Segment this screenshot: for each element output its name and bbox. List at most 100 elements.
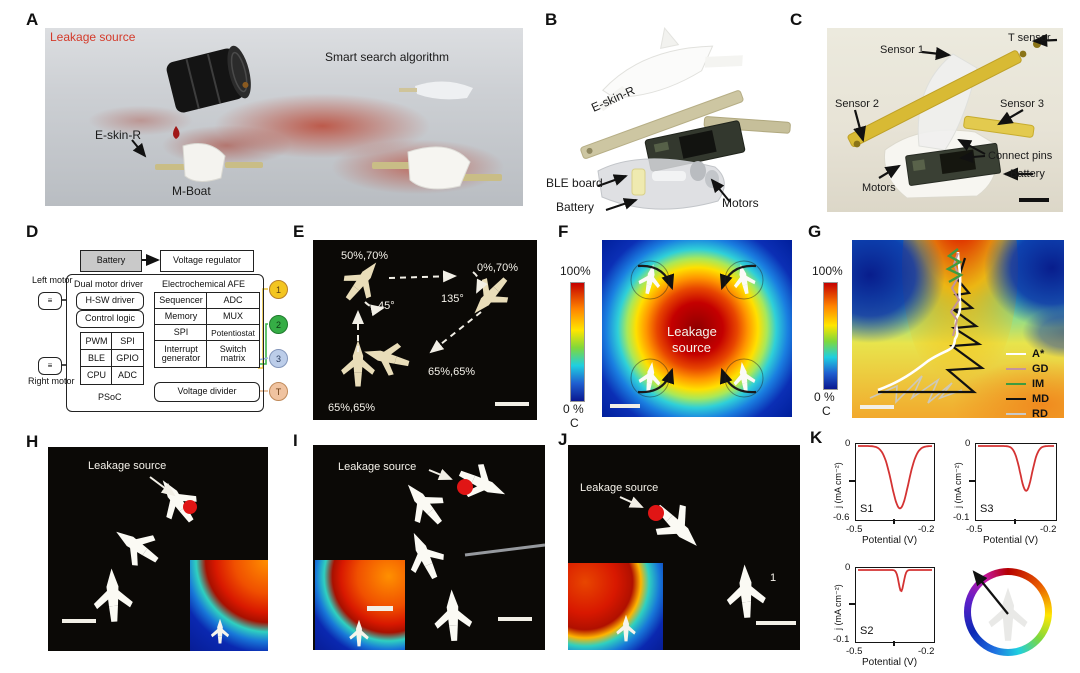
- panel-j-inset: [568, 563, 663, 650]
- d-hsw-box: H-SW driver: [76, 292, 144, 310]
- panel-f-art: [610, 260, 764, 408]
- panel-a-overlay: [131, 45, 502, 190]
- k-s1-title: S1: [860, 503, 874, 515]
- g-legend-label: RD: [1032, 408, 1048, 420]
- panel-g-colorbar: [823, 282, 838, 390]
- panel-f-leakage-line2: source: [672, 340, 712, 355]
- g-legend: A* GD IM MD RD: [1006, 348, 1049, 420]
- d-intr-box: Interrupt generator: [154, 340, 208, 368]
- k-s3-ytick-top: 0: [965, 438, 971, 449]
- d-battery-box: Battery: [80, 250, 142, 272]
- g-legend-swatch: [1006, 352, 1026, 356]
- panel-g-tag: G: [808, 222, 822, 241]
- k-s1-ytickmark: [849, 480, 855, 482]
- k-s3-xtickmark: [1014, 519, 1016, 524]
- k-wheel-art: [972, 570, 1028, 641]
- k-plot-s3-box: [975, 443, 1057, 521]
- d-afe-title: Electrochemical AFE: [162, 279, 246, 289]
- panel-h-inset: [190, 560, 268, 651]
- panel-h-tag: H: [26, 432, 39, 451]
- panel-e-pct-tr: 0%,70%: [477, 262, 518, 274]
- panel-f-heatmap: [602, 240, 792, 417]
- k-s2-xtick-right: -0.2: [918, 646, 935, 657]
- g-legend-swatch: [1006, 382, 1026, 386]
- panel-i-scalebar: [498, 617, 532, 621]
- panel-f-colorbar: [570, 282, 585, 402]
- panel-j-scalebar: [756, 621, 796, 625]
- curve-S1: [858, 445, 933, 510]
- panel-b-motors-label: Motors: [722, 196, 759, 210]
- k-s3-xtick-left: -0.5: [966, 524, 983, 535]
- k-s2-xtick-left: -0.5: [846, 646, 863, 657]
- k-s1-xlabel: Potential (V): [862, 535, 918, 546]
- g-legend-entry: IM: [1006, 378, 1049, 390]
- g-legend-entry: MD: [1006, 393, 1049, 405]
- d-circle-t: T: [269, 382, 288, 401]
- k-s3-xtick-right: -0.2: [1040, 524, 1057, 535]
- panel-g-cb-bottom: 0 %: [814, 390, 835, 404]
- panel-f-leakage-line1: Leakage: [667, 324, 717, 339]
- panel-a-leakage-label: Leakage source: [50, 30, 136, 44]
- panel-c-sensor3-label: Sensor 3: [1000, 98, 1045, 110]
- g-legend-swatch: [1006, 367, 1026, 371]
- curve-S3: [978, 445, 1054, 492]
- panel-c-sensor1-label: Sensor 1: [880, 44, 925, 56]
- panel-c-tsensor-label: T sensor: [1008, 32, 1051, 44]
- leak-dot-h: [183, 500, 197, 514]
- panel-h-scalebar: [62, 619, 96, 623]
- panel-c-pins-label: Connect pins: [988, 150, 1053, 162]
- panel-j-art: [619, 492, 796, 625]
- panel-e-photo: [313, 240, 537, 420]
- g-legend-label: A*: [1032, 348, 1045, 360]
- k-s2-ytickmark: [849, 603, 855, 605]
- g-legend-label: IM: [1032, 378, 1045, 390]
- panel-f-cb-unit: C: [570, 416, 579, 430]
- g-legend-label: MD: [1032, 393, 1050, 405]
- panel-g-cb-top: 100%: [812, 264, 843, 278]
- g-legend-entry: A*: [1006, 348, 1049, 360]
- d-vdiv-box: Voltage divider: [154, 382, 260, 402]
- d-outer-box: [66, 274, 264, 412]
- panel-e-pct-mid: 65%,65%: [428, 366, 476, 378]
- panel-i-leakage-label: Leakage source: [338, 461, 417, 473]
- panel-e-scalebar: [495, 402, 529, 406]
- k-s2-ylabel: j (mA cm⁻²): [833, 584, 843, 630]
- curve-S2: [858, 569, 932, 593]
- k-s3-xlabel: Potential (V): [983, 535, 1039, 546]
- k-s2-xlabel: Potential (V): [862, 657, 918, 668]
- panel-f-cb-top: 100%: [560, 264, 591, 278]
- d-right-motor-label: Right motor: [28, 376, 75, 386]
- panel-e-pct-tl: 50%,70%: [341, 250, 389, 262]
- panel-f-cb-bottom: 0 %: [563, 402, 584, 416]
- panel-c-tag: C: [790, 10, 803, 29]
- k-s2-xtickmark: [893, 641, 895, 646]
- panel-f-tag: F: [558, 222, 569, 241]
- panel-j-leakage-label: Leakage source: [580, 482, 659, 494]
- d-ctl-box: Control logic: [76, 310, 144, 328]
- g-legend-swatch: [1006, 412, 1026, 416]
- panel-c-scalebar: [1019, 198, 1049, 202]
- panel-a-tag: A: [26, 10, 39, 29]
- d-circle-2: 2: [269, 315, 288, 334]
- d-psoc-label: PSoC: [98, 392, 122, 402]
- panel-b-tag: B: [545, 10, 558, 29]
- d-circle-3: 3: [269, 349, 288, 368]
- d-right-motor-icon: ≡: [38, 357, 62, 375]
- panel-c-motors-label: Motors: [862, 182, 896, 194]
- d-left-motor-icon: ≡: [38, 292, 62, 310]
- k-s2-ytick-bottom: -0.1: [833, 634, 850, 645]
- k-s1-xtickmark: [893, 519, 895, 524]
- panel-a-eskin-label: E-skin-R: [95, 128, 142, 142]
- panel-g-scalebar: [860, 405, 894, 409]
- panel-h-leakage-label: Leakage source: [88, 460, 167, 472]
- panel-b-ble-label: BLE board: [546, 176, 603, 190]
- d-cpu-box: CPU: [80, 366, 113, 385]
- oil-drop: [173, 126, 180, 139]
- d-vreg-box: Voltage regulator: [160, 250, 254, 272]
- k-s3-title: S3: [980, 503, 994, 515]
- panel-e-pct-bl: 65%,65%: [328, 402, 376, 414]
- d-circle-1: 1: [269, 280, 288, 299]
- d-sw-box: Switch matrix: [206, 340, 260, 368]
- k-plot-s1-box: [855, 443, 935, 521]
